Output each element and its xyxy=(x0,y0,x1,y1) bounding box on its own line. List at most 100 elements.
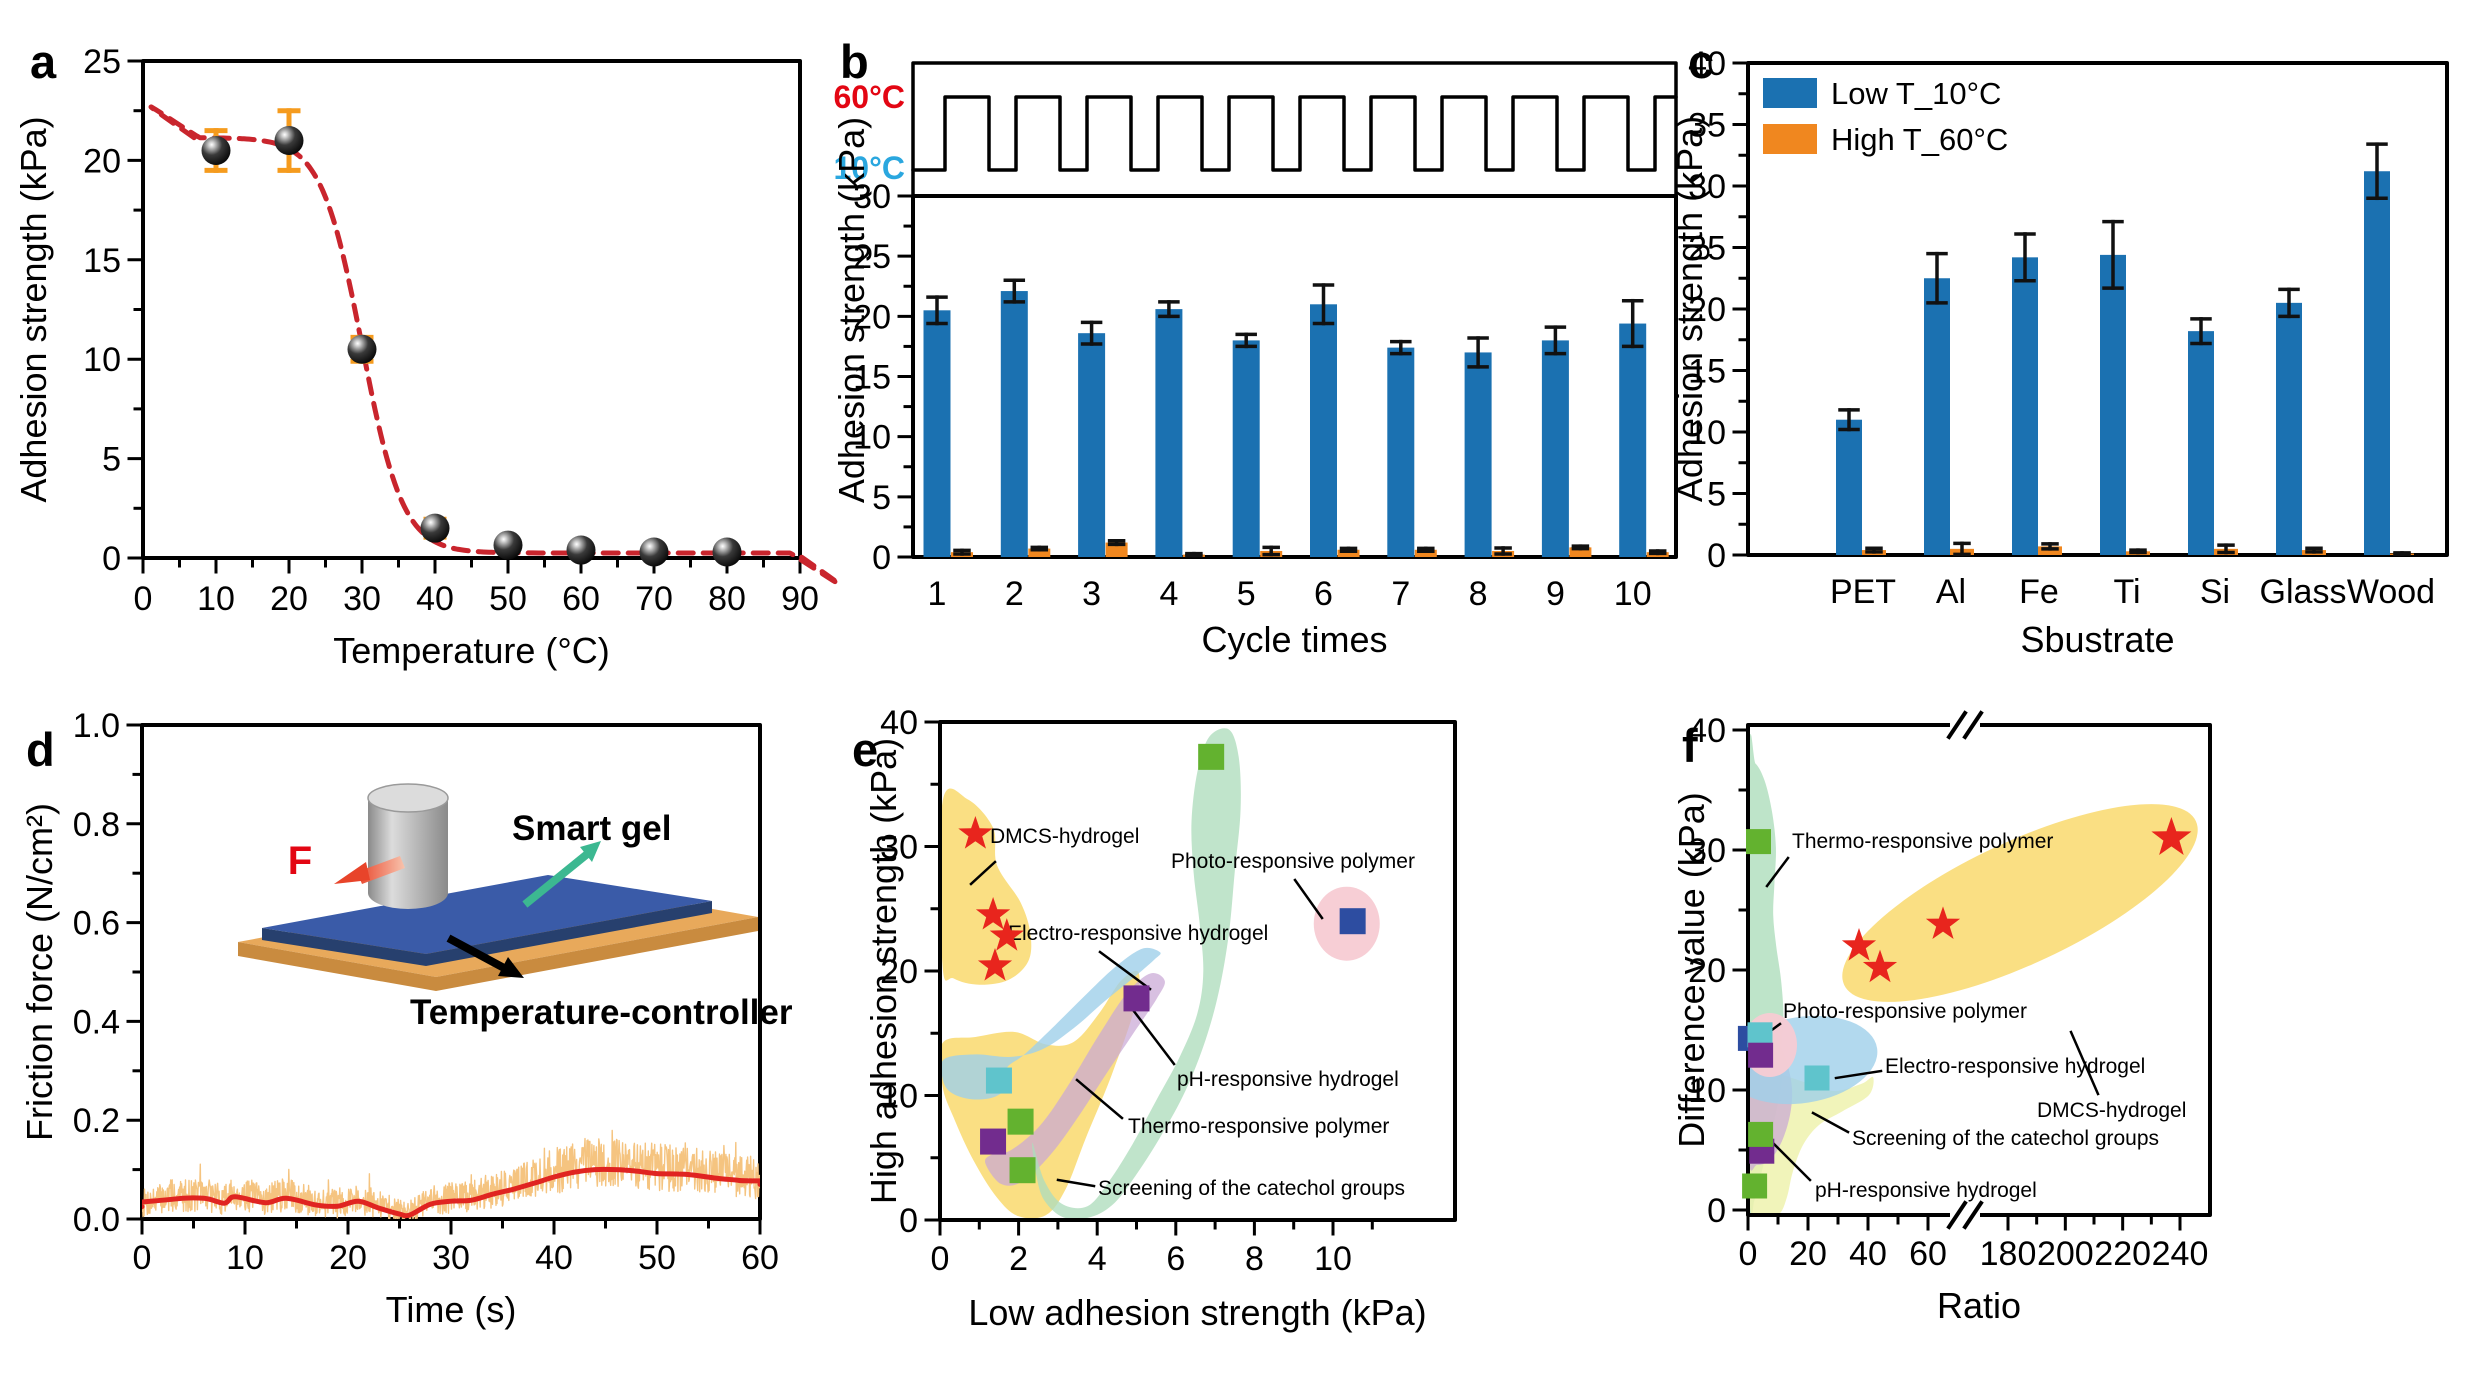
svg-text:Temperature-controller: Temperature-controller xyxy=(410,993,793,1032)
svg-text:Adhesion strength (kPa): Adhesion strength (kPa) xyxy=(1669,116,1710,502)
svg-text:Sbustrate: Sbustrate xyxy=(2020,619,2174,660)
svg-text:20: 20 xyxy=(1688,952,1726,990)
svg-text:30: 30 xyxy=(1688,832,1726,870)
svg-text:35: 35 xyxy=(1688,107,1726,145)
svg-text:200: 200 xyxy=(2037,1235,2094,1273)
svg-text:70: 70 xyxy=(635,580,673,618)
temperature-wave: 60°C 10°C xyxy=(834,61,1678,198)
annotations-e: DMCS-hydrogel Photo-responsive polymer Ele… xyxy=(969,825,1415,1200)
svg-text:Low T_10°C: Low T_10°C xyxy=(1831,76,2001,111)
svg-text:80: 80 xyxy=(708,580,746,618)
panel-f-chart: 0 10 20 30 40 0 20 40 60 180 200 220 240 Ratio Differe… xyxy=(1671,710,2212,1326)
svg-text:Thermo-responsive polymer: Thermo-responsive polymer xyxy=(1792,830,2053,853)
svg-text:40: 40 xyxy=(1849,1235,1887,1273)
svg-text:8: 8 xyxy=(1245,1240,1264,1278)
svg-text:10: 10 xyxy=(1614,575,1652,613)
svg-text:Friction force (N/cm²): Friction force (N/cm²) xyxy=(19,803,60,1141)
panel-d-chart: 0.0 0.2 0.4 0.6 0.8 1.0 0 10 20 30 40 50 60 Time (s) F… xyxy=(19,707,793,1330)
svg-text:25: 25 xyxy=(853,238,891,276)
svg-text:Al: Al xyxy=(1936,573,1966,611)
svg-text:40: 40 xyxy=(1688,45,1726,83)
svg-text:20: 20 xyxy=(83,142,121,180)
svg-text:Glass: Glass xyxy=(2260,573,2347,611)
svg-text:15: 15 xyxy=(853,359,891,397)
svg-text:Cycle times: Cycle times xyxy=(1201,619,1387,660)
svg-text:240: 240 xyxy=(2152,1235,2209,1273)
svg-text:2: 2 xyxy=(1005,575,1024,613)
markers-f xyxy=(1737,817,2192,1199)
svg-text:0: 0 xyxy=(899,1202,918,1240)
svg-text:Fe: Fe xyxy=(2019,573,2059,611)
svg-text:30: 30 xyxy=(880,829,918,867)
svg-text:50: 50 xyxy=(638,1239,676,1277)
panel-letter-c: c xyxy=(1688,35,1715,88)
svg-text:Wood: Wood xyxy=(2347,573,2435,611)
svg-text:10: 10 xyxy=(1314,1240,1352,1278)
svg-text:0: 0 xyxy=(134,580,153,618)
svg-text:10: 10 xyxy=(226,1239,264,1277)
data-points-a xyxy=(201,108,742,567)
svg-text:1.0: 1.0 xyxy=(73,707,120,745)
panel-e-chart: 0 10 20 30 40 0 2 4 6 8 10 Low adhesion strength (k… xyxy=(863,704,1457,1333)
svg-text:DMCS-hydrogel: DMCS-hydrogel xyxy=(2037,1099,2186,1122)
panel-letter-d: d xyxy=(26,723,55,776)
svg-text:10: 10 xyxy=(197,580,235,618)
svg-text:2: 2 xyxy=(1009,1240,1028,1278)
axis-e: 0 10 20 30 40 0 2 4 6 8 10 Low adhesion strength (k… xyxy=(863,704,1457,1333)
svg-text:30: 30 xyxy=(1688,168,1726,206)
panel-a-chart: 0 5 10 15 20 25 0 10 20 30 40 50 60 70 80 90 Temperature… xyxy=(13,43,842,671)
svg-text:Electro-responsive hydrogel: Electro-responsive hydrogel xyxy=(1885,1055,2145,1078)
inset-schematic: F Smart gel Temperature-controller xyxy=(238,783,793,1032)
svg-text:30: 30 xyxy=(343,580,381,618)
svg-text:4: 4 xyxy=(1088,1240,1107,1278)
svg-text:60°C: 60°C xyxy=(834,79,906,115)
annotations-f: Thermo-responsive polymer DMCS-hydrogel Ph… xyxy=(1751,830,2186,1202)
svg-text:30: 30 xyxy=(853,178,891,216)
panel-letter-a: a xyxy=(30,35,57,88)
svg-text:High T_60°C: High T_60°C xyxy=(1831,122,2008,157)
svg-text:0.6: 0.6 xyxy=(73,905,120,943)
regions-e xyxy=(940,728,1380,1220)
svg-text:9: 9 xyxy=(1546,575,1565,613)
svg-text:0.8: 0.8 xyxy=(73,806,120,844)
svg-text:0.2: 0.2 xyxy=(73,1102,120,1140)
svg-text:Screening of the catechol grou: Screening of the catechol groups xyxy=(1098,1177,1405,1200)
controller-arrow-icon xyxy=(446,934,524,978)
svg-text:Smart gel: Smart gel xyxy=(512,809,672,848)
svg-text:15: 15 xyxy=(1688,353,1726,391)
svg-text:0: 0 xyxy=(102,540,121,578)
svg-text:25: 25 xyxy=(1688,230,1726,268)
panel-letter-f: f xyxy=(1682,719,1698,772)
markers-e xyxy=(958,743,1366,1184)
panel-letter-b: b xyxy=(840,35,869,88)
svg-text:F: F xyxy=(288,839,312,883)
svg-text:Adhesion strength (kPa): Adhesion strength (kPa) xyxy=(831,117,872,503)
axis-c: 0 5 10 15 20 25 30 35 40 Adhesion strength (kPa) S… xyxy=(1669,45,2449,660)
axis-a: 0 5 10 15 20 25 0 10 20 30 40 50 60 70 80 90 Temperature… xyxy=(13,43,819,671)
svg-text:Adhesion strength (kPa): Adhesion strength (kPa) xyxy=(13,116,54,502)
svg-text:Ti: Ti xyxy=(2113,573,2140,611)
smart-gel-arrow-icon xyxy=(522,841,601,908)
svg-text:90: 90 xyxy=(781,580,819,618)
axis-d: 0.0 0.2 0.4 0.6 0.8 1.0 0 10 20 30 40 50 60 Time (s) F… xyxy=(19,707,779,1330)
svg-text:20: 20 xyxy=(880,953,918,991)
svg-text:5: 5 xyxy=(1707,476,1726,514)
svg-text:Ratio: Ratio xyxy=(1937,1285,2021,1326)
regions-f xyxy=(1748,734,2198,1215)
axis-break-icon xyxy=(1946,1200,1984,1230)
fit-curve xyxy=(148,104,842,587)
svg-text:Photo-responsive polymer: Photo-responsive polymer xyxy=(1171,850,1415,873)
svg-text:40: 40 xyxy=(880,704,918,742)
svg-text:PET: PET xyxy=(1830,573,1896,611)
svg-text:Time (s): Time (s) xyxy=(386,1289,517,1330)
svg-text:15: 15 xyxy=(83,242,121,280)
axis-break-icon xyxy=(1946,710,1984,740)
svg-text:60: 60 xyxy=(1909,1235,1947,1273)
svg-text:Si: Si xyxy=(2200,573,2230,611)
svg-text:pH-responsive hydrogel: pH-responsive hydrogel xyxy=(1177,1068,1399,1091)
svg-text:5: 5 xyxy=(872,479,891,517)
svg-text:1: 1 xyxy=(928,575,947,613)
svg-text:0.0: 0.0 xyxy=(73,1201,120,1239)
